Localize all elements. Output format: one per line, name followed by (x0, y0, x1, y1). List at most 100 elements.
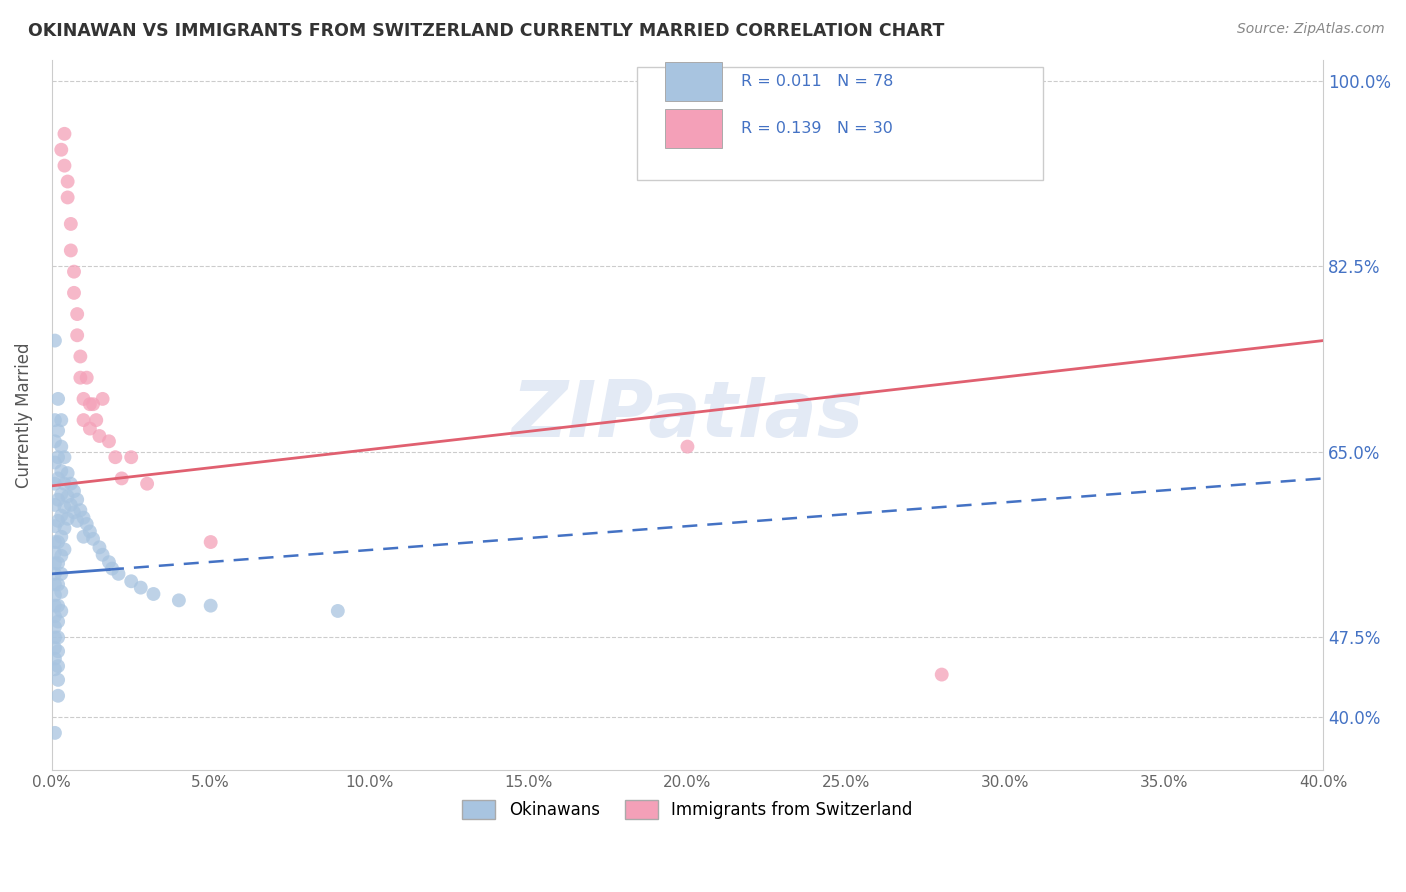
Point (46, 689, 69, 703)
Point (59, 476, 82, 491)
Point (44, 588, 66, 602)
Point (44, 519, 66, 533)
Point (44, 566, 66, 581)
Point (129, 581, 152, 595)
Point (44, 334, 66, 348)
Point (56, 190, 79, 204)
Point (46, 471, 69, 485)
Point (56, 490, 79, 504)
Point (72, 510, 94, 524)
Legend: Okinawans, Immigrants from Switzerland: Okinawans, Immigrants from Switzerland (456, 793, 920, 826)
Point (53, 159, 76, 173)
Point (44, 641, 66, 656)
Point (82, 532, 104, 546)
Text: ZIPatlas: ZIPatlas (512, 376, 863, 453)
Point (44, 631, 66, 645)
Point (66, 492, 89, 507)
Point (79, 397, 101, 411)
Point (46, 424, 69, 438)
Point (51, 530, 73, 544)
Point (53, 521, 76, 535)
Point (69, 503, 91, 517)
Point (44, 413, 66, 427)
Point (46, 673, 69, 687)
Point (66, 328, 89, 343)
Point (91, 392, 114, 406)
Point (931, 667, 953, 681)
Point (46, 644, 69, 658)
Point (56, 466, 79, 480)
Point (89, 429, 111, 443)
Point (676, 440, 699, 454)
Point (101, 561, 124, 575)
Point (44, 651, 66, 665)
Point (53, 500, 76, 514)
Point (44, 556, 66, 570)
Point (326, 604, 349, 618)
Point (44, 620, 66, 634)
Point (46, 450, 69, 465)
Point (89, 541, 111, 555)
Point (167, 593, 190, 607)
Point (46, 514, 69, 528)
Point (76, 516, 98, 531)
Text: Source: ZipAtlas.com: Source: ZipAtlas.com (1237, 22, 1385, 37)
Point (51, 508, 73, 523)
Point (72, 530, 94, 544)
Point (136, 476, 159, 491)
Point (84, 413, 107, 427)
Point (46, 631, 69, 645)
Point (46, 599, 69, 613)
Point (97, 555, 120, 569)
Point (69, 350, 91, 364)
Point (63, 285, 86, 300)
Point (63, 265, 86, 279)
Point (46, 577, 69, 591)
Point (46, 535, 69, 549)
Point (44, 577, 66, 591)
Point (44, 609, 66, 624)
Point (51, 440, 73, 454)
Point (53, 542, 76, 557)
Point (79, 524, 101, 539)
Point (111, 471, 134, 485)
Text: OKINAWAN VS IMMIGRANTS FROM SWITZERLAND CURRENTLY MARRIED CORRELATION CHART: OKINAWAN VS IMMIGRANTS FROM SWITZERLAND … (28, 22, 945, 40)
Point (44, 546, 66, 560)
Point (44, 498, 66, 512)
Point (82, 397, 104, 411)
FancyBboxPatch shape (665, 62, 721, 101)
Point (46, 492, 69, 507)
Point (104, 450, 127, 465)
Point (46, 615, 69, 629)
Point (51, 549, 73, 563)
Point (59, 244, 82, 258)
Point (142, 587, 165, 601)
Point (53, 450, 76, 465)
Point (107, 566, 129, 581)
Point (72, 413, 94, 427)
Point (46, 556, 69, 570)
Point (91, 548, 114, 562)
Text: R = 0.139   N = 30: R = 0.139 N = 30 (741, 121, 893, 136)
Point (51, 464, 73, 478)
Point (120, 574, 142, 589)
Point (46, 659, 69, 673)
Y-axis label: Currently Married: Currently Married (15, 342, 32, 488)
Point (120, 450, 142, 465)
Point (44, 476, 66, 491)
Text: R = 0.011   N = 78: R = 0.011 N = 78 (741, 74, 893, 89)
Point (59, 498, 82, 512)
Point (44, 599, 66, 613)
Point (72, 392, 94, 406)
Point (97, 434, 120, 449)
Point (53, 127, 76, 141)
Point (63, 505, 86, 519)
Point (59, 217, 82, 231)
Point (44, 456, 66, 470)
Point (200, 535, 222, 549)
FancyBboxPatch shape (637, 67, 1043, 180)
Point (66, 307, 89, 321)
Point (66, 514, 89, 528)
Point (69, 370, 91, 384)
Point (63, 484, 86, 499)
